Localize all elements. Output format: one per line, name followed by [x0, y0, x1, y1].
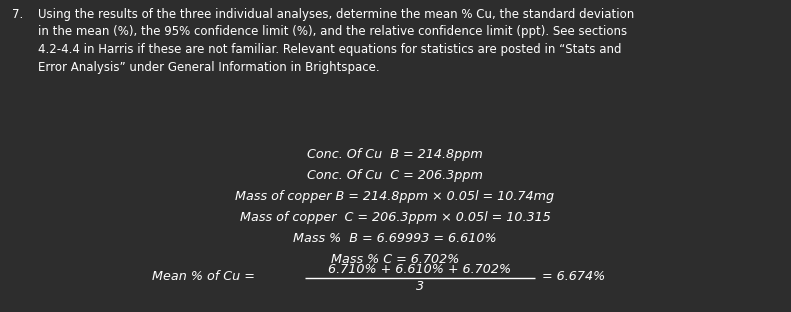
Text: = 6.674%: = 6.674%: [542, 270, 605, 283]
Text: 7.: 7.: [12, 8, 23, 21]
Text: 3: 3: [416, 280, 424, 293]
Text: Conc. Of Cu  C = 206.3ppm: Conc. Of Cu C = 206.3ppm: [307, 169, 483, 182]
Text: Mass of copper B = 214.8ppm × 0.05l = 10.74mg: Mass of copper B = 214.8ppm × 0.05l = 10…: [236, 190, 554, 203]
Text: Mass %  B = 6.69993 = 6.610%: Mass % B = 6.69993 = 6.610%: [293, 232, 497, 245]
Text: Conc. Of Cu  B = 214.8ppm: Conc. Of Cu B = 214.8ppm: [307, 148, 483, 161]
Text: Mean % of Cu =: Mean % of Cu =: [152, 270, 255, 283]
Text: 6.710% + 6.610% + 6.702%: 6.710% + 6.610% + 6.702%: [328, 263, 512, 276]
Text: Mass % C = 6.702%: Mass % C = 6.702%: [331, 253, 460, 266]
Text: Using the results of the three individual analyses, determine the mean % Cu, the: Using the results of the three individua…: [38, 8, 634, 74]
Text: Mass of copper  C = 206.3ppm × 0.05l = 10.315: Mass of copper C = 206.3ppm × 0.05l = 10…: [240, 211, 551, 224]
